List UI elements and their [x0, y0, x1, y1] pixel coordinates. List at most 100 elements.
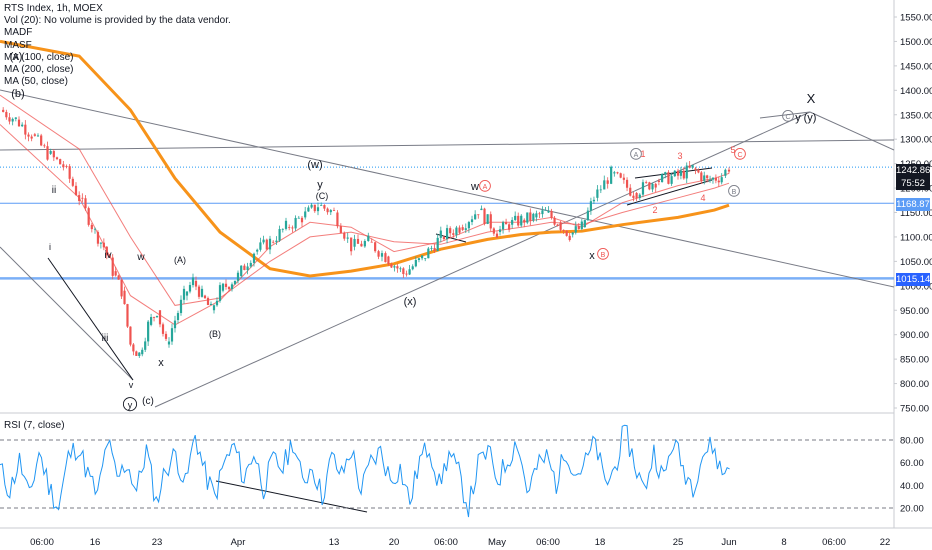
candle-body: [526, 212, 529, 223]
candle-body: [71, 178, 74, 186]
candle-body: [439, 230, 442, 238]
candle-body: [613, 172, 616, 174]
main-grid: [0, 0, 932, 529]
wave-label: (b): [11, 88, 24, 100]
candle-body: [117, 275, 120, 280]
candle-body: [218, 285, 222, 301]
price-tick-label: 1500.00: [900, 37, 932, 48]
wave-label: ii: [52, 185, 56, 196]
wave-label: x: [158, 357, 164, 369]
candle-body: [332, 210, 336, 211]
price-tick-label: 1300.00: [900, 135, 932, 146]
candle-body: [246, 266, 249, 271]
candle-body: [458, 227, 461, 233]
candle-body: [294, 217, 297, 229]
price-tick-label: 850.00: [900, 355, 929, 366]
candle-body: [717, 180, 720, 183]
trendline: [0, 89, 895, 288]
candle-body: [179, 299, 183, 314]
candle-body: [553, 217, 556, 225]
candle-body: [221, 283, 225, 291]
wave-label: 5: [730, 145, 735, 155]
candle-body: [720, 177, 723, 183]
wave-label: (x): [10, 51, 23, 63]
candle-body: [514, 215, 517, 220]
candle-body: [78, 195, 81, 201]
candle-body: [284, 220, 288, 229]
candle-body: [108, 255, 111, 258]
candle-body: [120, 279, 123, 297]
candle-body: [470, 219, 474, 223]
wave-label: iv: [104, 250, 111, 261]
candle-body: [535, 213, 538, 218]
candle-body: [414, 259, 417, 267]
candle-body: [498, 229, 502, 233]
trendline: [0, 246, 134, 381]
candle-body: [49, 151, 52, 154]
price-tick-label: 1350.00: [900, 110, 932, 121]
candle-body: [645, 182, 648, 184]
level-lower-tag: 1015.14: [896, 273, 931, 286]
candle-body: [417, 258, 421, 260]
time-tick-label: 22: [880, 537, 891, 548]
candle-body: [673, 170, 676, 177]
wave-label: A: [634, 152, 639, 159]
rsi-tick-label: 20.00: [900, 504, 924, 515]
candle-body: [81, 197, 84, 199]
candle-body: [574, 226, 577, 233]
candle-body: [68, 166, 71, 179]
candle-body: [411, 266, 414, 270]
candle-body: [517, 215, 520, 226]
candle-body: [538, 213, 541, 215]
time-tick-label: 23: [152, 537, 163, 548]
candle-body: [212, 305, 216, 311]
wave-circle: [734, 148, 746, 160]
candle-body: [427, 248, 430, 259]
price-axis[interactable]: 750.00 800.00 850.00 900.00 950.00 1000.00 105…: [894, 13, 932, 515]
candle-body: [664, 172, 667, 175]
candle-body: [275, 240, 278, 242]
candle-body: [138, 352, 141, 356]
wave-label: (A): [174, 255, 186, 265]
candle-body: [43, 145, 46, 147]
candle-body: [240, 265, 243, 277]
candle-body: [40, 135, 43, 146]
candle-body: [291, 227, 294, 229]
candle-body: [310, 204, 313, 208]
wave-label: v: [129, 380, 134, 390]
candle-body: [24, 124, 27, 135]
candle-body: [442, 236, 446, 240]
candle-body: [706, 175, 709, 179]
candle-body: [511, 219, 514, 225]
candle-body: [105, 246, 108, 256]
candle-body: [329, 210, 332, 213]
trendlines: [0, 89, 895, 513]
candle-body: [346, 237, 349, 239]
candle-body: [65, 166, 68, 167]
candle-body: [616, 172, 619, 174]
wave-label: w: [470, 181, 479, 193]
candle-body: [547, 211, 550, 213]
candle-body: [197, 286, 201, 297]
candle-body: [504, 222, 508, 225]
wave-label: 3: [677, 151, 682, 161]
candle-body: [84, 198, 87, 209]
rsi-pane: [0, 424, 894, 518]
trendline: [759, 111, 811, 119]
candle-body: [682, 170, 685, 179]
candle-body: [461, 227, 464, 230]
candle-body: [96, 232, 100, 244]
candle-body: [711, 177, 715, 180]
candle-body: [350, 237, 353, 252]
price-tick-label: 1150.00: [900, 208, 932, 219]
candle-body: [629, 187, 632, 196]
time-tick-label: 16: [90, 537, 101, 548]
candle-body: [288, 227, 291, 228]
candle-body: [141, 349, 144, 355]
price-tick-label: 900.00: [900, 330, 929, 341]
candle-body: [336, 212, 339, 227]
candle-body: [424, 258, 427, 260]
candle-body: [158, 310, 162, 325]
time-axis[interactable]: 06:00 16 23 Apr 13 20 06:00 May 06:00 18 25 Jun 8 06:…: [30, 537, 890, 548]
